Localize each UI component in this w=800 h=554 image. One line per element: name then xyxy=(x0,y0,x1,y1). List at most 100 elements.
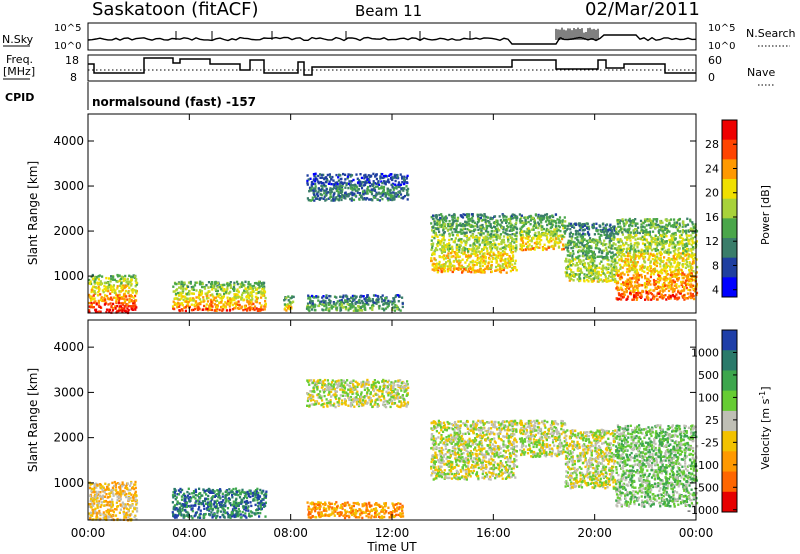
power-data-point xyxy=(658,270,661,274)
power-data-point xyxy=(439,240,442,243)
power-data-point xyxy=(524,216,527,219)
power-data-point xyxy=(356,189,359,192)
power-data-point xyxy=(494,243,497,246)
power-data-point xyxy=(200,291,203,294)
power-data-point xyxy=(122,294,125,298)
power-data-point xyxy=(458,263,461,267)
power-data-point xyxy=(308,190,311,193)
power-data-point xyxy=(229,298,232,301)
power-data-point xyxy=(596,276,599,279)
power-data-point xyxy=(320,197,323,200)
power-data-point xyxy=(388,174,391,177)
power-data-point xyxy=(583,224,587,227)
power-data-point xyxy=(623,293,626,296)
power-data-point xyxy=(668,261,671,264)
power-data-point xyxy=(374,301,377,305)
power-data-point xyxy=(401,302,404,305)
power-data-point xyxy=(389,192,392,195)
power-data-point xyxy=(659,289,662,292)
power-data-point xyxy=(675,283,678,286)
power-data-point xyxy=(667,289,671,293)
power-data-point xyxy=(236,282,239,286)
power-data-point xyxy=(515,235,518,238)
power-data-point xyxy=(522,224,525,228)
power-data-point xyxy=(634,238,637,241)
power-data-point xyxy=(600,255,603,258)
power-data-point xyxy=(682,276,685,280)
power-data-point xyxy=(670,236,673,239)
power-data-point xyxy=(549,232,552,235)
power-data-point xyxy=(125,295,128,298)
power-data-point xyxy=(618,258,621,261)
power-data-point xyxy=(579,235,582,238)
power-data-point xyxy=(399,183,402,187)
power-data-point xyxy=(582,265,586,268)
power-data-point xyxy=(488,243,491,246)
power-data-point xyxy=(448,220,451,223)
power-data-point xyxy=(479,233,482,236)
power-data-point xyxy=(216,294,219,297)
power-data-point xyxy=(566,254,569,257)
power-data-point xyxy=(645,247,648,251)
power-data-point xyxy=(605,243,608,246)
power-data-point xyxy=(236,307,239,310)
power-data-point xyxy=(621,266,624,269)
power-data-point xyxy=(621,272,624,275)
power-data-point xyxy=(466,238,469,241)
power-data-point xyxy=(668,219,671,222)
power-data-point xyxy=(260,284,263,287)
power-data-point xyxy=(659,256,662,260)
power-data-point xyxy=(496,268,499,271)
power-data-point xyxy=(343,194,346,197)
power-data-point xyxy=(369,307,372,310)
power-data-point xyxy=(172,290,175,293)
power-data-point xyxy=(450,228,453,231)
power-data-point xyxy=(650,219,653,222)
power-data-point xyxy=(364,198,367,201)
power-data-point xyxy=(176,303,179,307)
power-data-point xyxy=(583,222,586,226)
power-data-point xyxy=(509,247,512,250)
power-data-point xyxy=(513,241,516,244)
power-data-point xyxy=(328,173,331,176)
power-data-point xyxy=(577,250,580,254)
power-data-point xyxy=(492,251,495,255)
power-data-point xyxy=(133,276,137,279)
power-data-point xyxy=(173,307,176,311)
power-data-point xyxy=(92,285,95,288)
power-data-point xyxy=(521,237,524,240)
power-data-point xyxy=(467,267,470,271)
power-data-point xyxy=(535,245,538,248)
power-data-point xyxy=(691,223,694,226)
power-data-point xyxy=(323,304,326,308)
power-data-point xyxy=(674,252,677,255)
power-data-point xyxy=(447,224,450,228)
power-data-point xyxy=(500,221,504,224)
power-data-point xyxy=(218,308,221,312)
power-data-point xyxy=(508,222,511,225)
power-data-point xyxy=(680,242,683,245)
power-data-point xyxy=(594,239,598,243)
power-data-point xyxy=(629,251,632,255)
power-data-point xyxy=(247,292,250,295)
power-data-point xyxy=(339,178,342,181)
power-data-point xyxy=(485,237,488,240)
power-data-point xyxy=(590,265,593,268)
power-data-point xyxy=(565,260,568,263)
power-data-point xyxy=(481,248,484,251)
power-data-point xyxy=(559,234,562,237)
power-data-point xyxy=(104,298,107,302)
power-data-point xyxy=(586,251,589,255)
power-data-point xyxy=(181,304,184,307)
power-data-point xyxy=(587,280,590,283)
power-data-point xyxy=(485,227,489,230)
power-data-point xyxy=(339,308,343,311)
power-data-point xyxy=(209,294,212,297)
power-data-point xyxy=(665,231,669,234)
power-data-point xyxy=(638,268,642,271)
power-data-point xyxy=(570,237,573,240)
power-data-point xyxy=(690,269,693,272)
power-data-point xyxy=(566,243,569,247)
power-data-point xyxy=(329,175,332,179)
power-data-point xyxy=(233,287,236,291)
